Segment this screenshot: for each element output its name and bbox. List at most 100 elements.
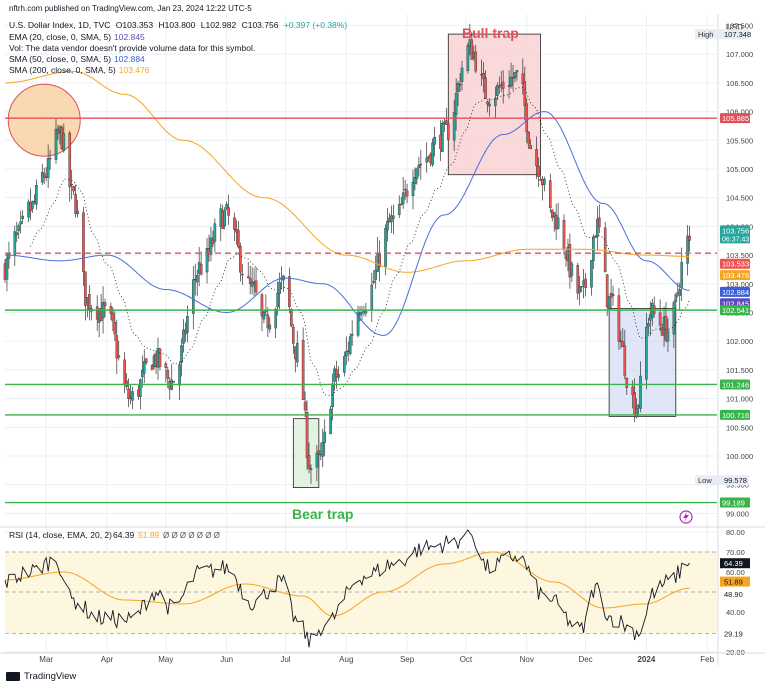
candle-body [556,217,560,229]
candle-body [405,190,409,197]
candle [178,360,181,401]
candle [445,107,448,125]
candle [139,378,142,410]
candle [458,73,462,92]
legend-sma200-label: SMA (200, close, 0, SMA, 5) [9,65,116,75]
candle-body [590,259,593,288]
candle-body [42,173,46,178]
candle-body [486,101,489,105]
candle-body [115,335,119,359]
candle [523,66,527,121]
symbol-name: U.S. Dollar Index, 1D, TVC [9,20,111,30]
candle [211,230,215,248]
legend-volume: Vol: The data vendor doesn't provide vol… [9,43,255,53]
candle [42,167,46,184]
candle-body [501,81,505,89]
candle-body [607,296,611,310]
candle-body [401,192,405,205]
ema20-line [30,87,690,397]
axis-price-tag [720,497,750,508]
candle [17,223,21,239]
candle [674,292,678,310]
candle [329,405,332,435]
rsi-tick-label: 40.00 [726,608,745,617]
candle [82,206,85,287]
candle-body [278,282,281,294]
candle-body [631,386,634,395]
candle-body [484,77,487,99]
candle [209,226,213,262]
ohlc-close: C103.756 [241,20,279,30]
candle [484,70,487,99]
candle [639,361,642,413]
candle [356,305,360,338]
candle [584,273,587,297]
candle [260,292,264,332]
candle-body [274,308,277,329]
candle-body [305,412,309,459]
candle [460,60,464,91]
candle [497,76,501,94]
candle [433,127,436,157]
candle-body [315,452,319,468]
candle-body [127,388,130,399]
axis-price-text: 103.533 [722,260,749,269]
candle-body [117,355,121,358]
candle-body [276,292,279,308]
candle [62,123,66,153]
candle-body [348,336,352,354]
y-tick-label: 104.500 [726,194,753,203]
rsi-title: RSI (14, close, EMA, 20, 2) [9,530,112,540]
axis-price-tag [720,305,750,316]
candle [580,285,583,293]
candle-body [74,194,77,214]
legend-sma50-label: SMA (50, close, 0, SMA, 5) [9,54,112,64]
candle-body [164,363,168,368]
candle-body [529,145,532,150]
candle [199,251,203,276]
lightning-icon-bolt [683,512,689,522]
candle [686,225,689,276]
candle-body [458,84,462,86]
candle [598,204,601,234]
candle-body [372,280,376,283]
candle-body [82,212,85,272]
candle-body [205,248,209,273]
candle-body [523,81,527,106]
candle [350,320,354,346]
candle-body [46,158,50,179]
rsi-axis-tag [720,589,750,600]
price-label-bg [695,475,749,486]
candle [74,184,77,218]
candle [292,323,295,354]
candle-body [584,278,587,288]
candle-body [343,356,346,373]
price-label-text: Low [698,476,712,485]
candle [507,70,511,99]
candle [454,78,458,131]
candle-body [576,265,580,294]
candle [111,307,115,332]
x-tick-label: 2024 [637,655,655,664]
legend-ema20[interactable]: EMA (20, close, 0, SMA, 5) 102.845 [9,32,145,42]
candle [103,298,107,318]
candle [617,287,621,350]
candle-body [548,180,552,208]
legend-sma50[interactable]: SMA (50, close, 0, SMA, 5) 102.884 [9,54,145,64]
rsi-axis-tag [720,576,750,587]
y-tick-label: 101.000 [726,395,753,404]
candle-body [454,93,458,115]
candle [607,296,611,310]
candle-body [54,128,58,160]
legend-sma200[interactable]: SMA (200, close, 0, SMA, 5) 103.476 [9,65,150,75]
rsi-axis-text: 51.89 [724,578,743,587]
candle-body [521,73,525,85]
candle [611,285,615,306]
candle-body [76,210,79,215]
candle-body [292,326,295,344]
candle-body [317,450,321,454]
tradingview-logo[interactable]: TradingView [6,671,76,682]
candle [474,44,478,74]
candle [309,464,313,484]
candle [596,206,599,251]
